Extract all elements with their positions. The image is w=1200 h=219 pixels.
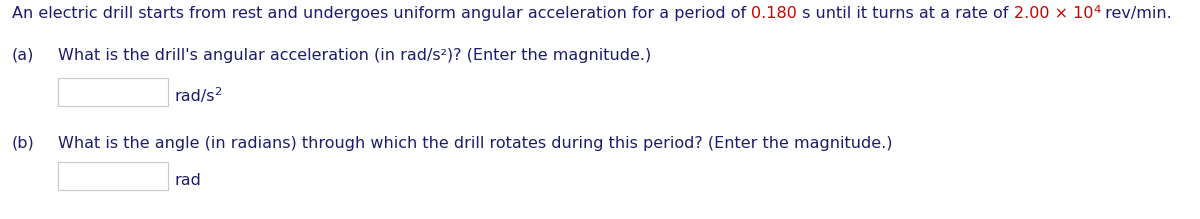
Text: (a): (a) [12, 48, 35, 63]
Bar [58, 78, 168, 106]
Text: rad/s: rad/s [174, 89, 215, 104]
Text: rev/min.: rev/min. [1100, 6, 1172, 21]
Text: 2: 2 [215, 87, 222, 97]
Text: An electric drill starts from rest and undergoes uniform angular acceleration fo: An electric drill starts from rest and u… [12, 6, 751, 21]
Text: What is the angle (in radians) through which the drill rotates during this perio: What is the angle (in radians) through w… [58, 136, 893, 151]
Text: (b): (b) [12, 136, 35, 151]
Text: What is the drill's angular acceleration (in rad/s²)? (Enter the magnitude.): What is the drill's angular acceleration… [58, 48, 652, 63]
Text: 2.00 × 10: 2.00 × 10 [1014, 6, 1093, 21]
Bar [58, 162, 168, 190]
Text: 4: 4 [1093, 5, 1100, 15]
Text: 0.180: 0.180 [751, 6, 797, 21]
Text: rad: rad [174, 173, 200, 188]
Text: s until it turns at a rate of: s until it turns at a rate of [797, 6, 1014, 21]
